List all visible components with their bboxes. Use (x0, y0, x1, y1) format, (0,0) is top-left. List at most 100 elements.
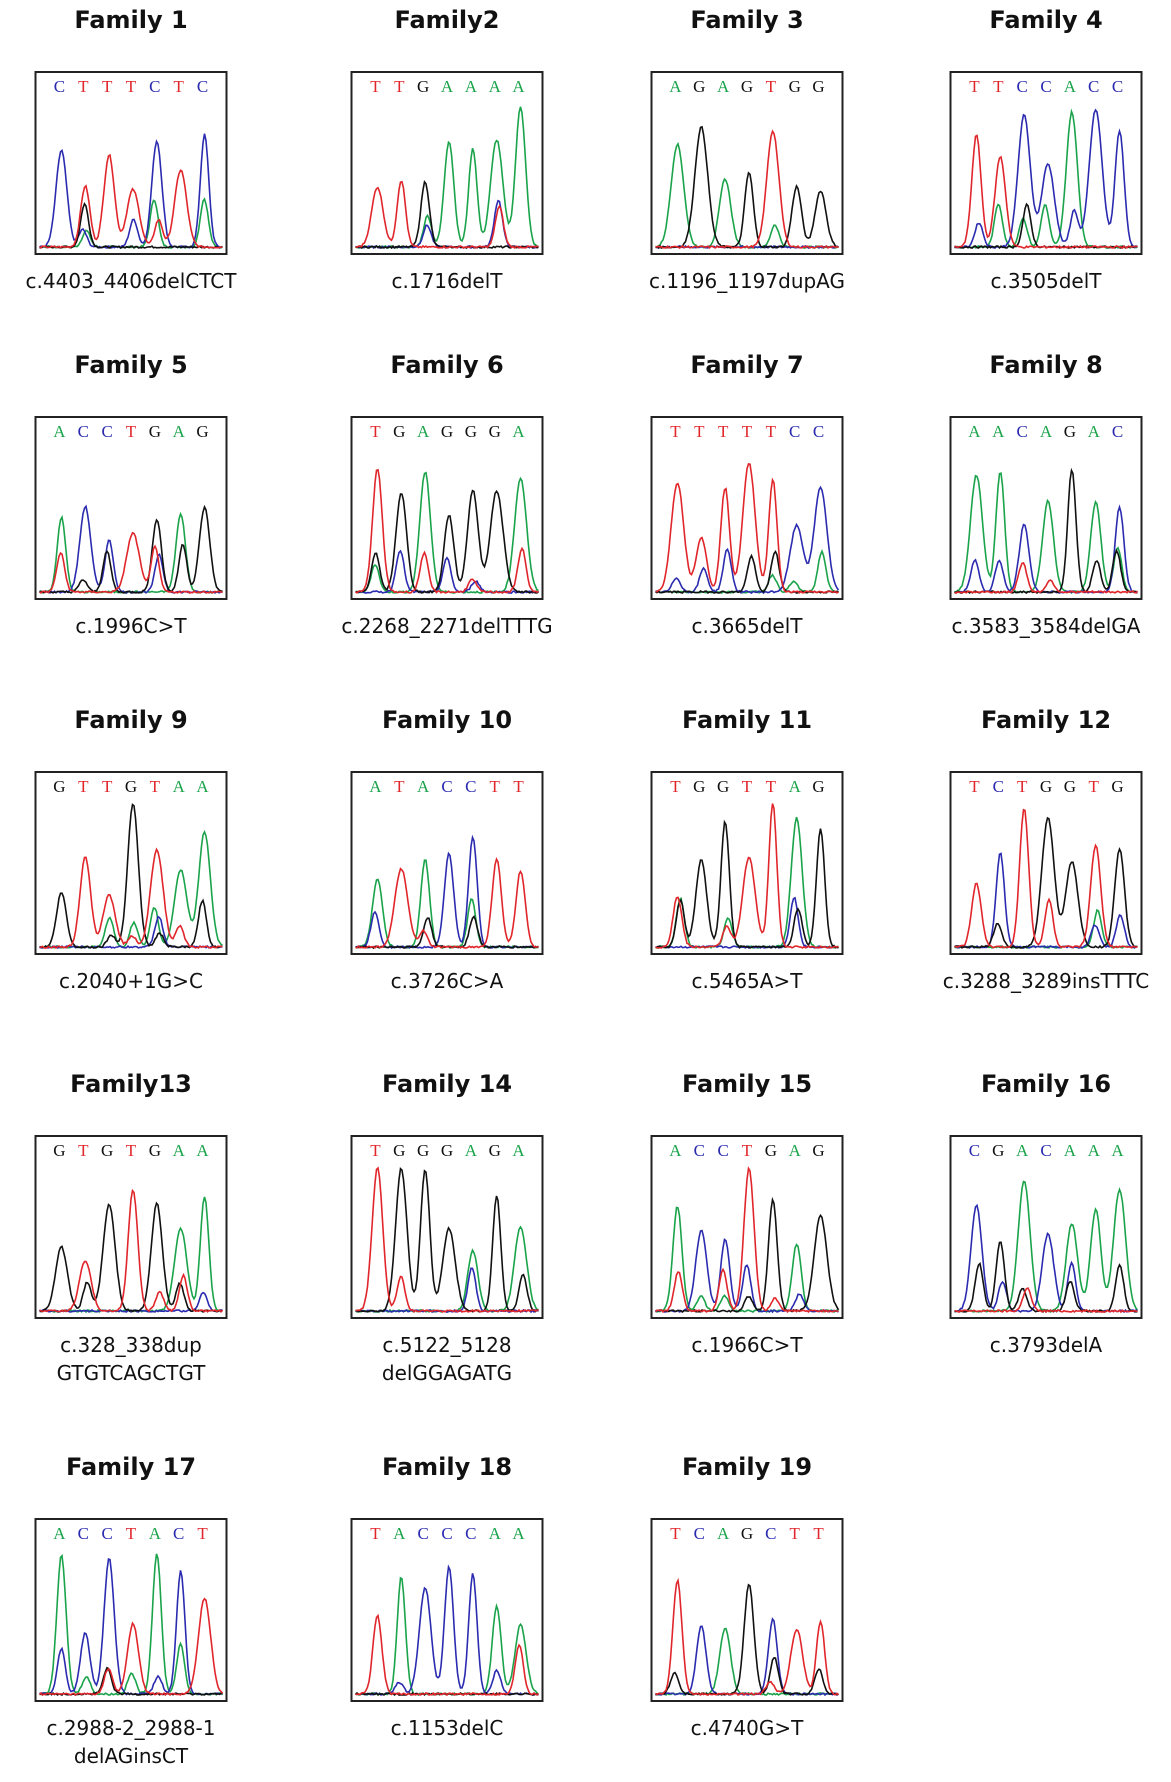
base-letter: A (669, 1141, 682, 1160)
base-letter: G (1040, 777, 1052, 796)
chromatogram-box (951, 1136, 1142, 1318)
base-letter: T (394, 777, 405, 796)
base-letter: A (441, 77, 454, 96)
base-letter: A (717, 1524, 730, 1543)
panel-title: Family 8 (989, 351, 1102, 379)
base-letter: G (741, 1524, 753, 1543)
mutation-label: c.3288_3289insTTTC (943, 969, 1150, 993)
mutation-label: c.2040+1G>C (59, 969, 203, 993)
base-letter: C (993, 777, 1004, 796)
panel-title: Family 14 (382, 1070, 512, 1098)
base-letter: C (1088, 77, 1099, 96)
panel-title: Family13 (70, 1070, 192, 1098)
base-letter: C (765, 1524, 776, 1543)
base-letter: C (78, 1524, 89, 1543)
base-letter: C (1112, 77, 1123, 96)
base-letter: A (968, 422, 981, 441)
base-letter: T (126, 1524, 137, 1543)
base-letter: A (53, 422, 66, 441)
base-letter: T (1089, 777, 1100, 796)
base-letter: G (693, 777, 705, 796)
chromatogram-box (352, 1136, 543, 1318)
mutation-label: c.1996C>T (75, 614, 187, 638)
mutation-label: c.4740G>T (691, 1716, 805, 1740)
base-letter: A (196, 1141, 209, 1160)
base-letter: T (126, 77, 137, 96)
panel-title: Family 3 (690, 6, 803, 34)
base-letter: T (670, 422, 681, 441)
base-letter: C (173, 1524, 184, 1543)
panel: Family 17ACCTACTc.2988-2_2988-1delAGinsC… (36, 1453, 227, 1768)
base-letter: A (1088, 1141, 1101, 1160)
base-letter: C (54, 77, 65, 96)
base-letter: C (694, 1524, 705, 1543)
base-letter: A (1064, 1141, 1077, 1160)
base-letter: A (512, 1524, 525, 1543)
base-letter: A (789, 777, 802, 796)
base-letter: G (441, 422, 453, 441)
chromatogram-box (352, 72, 543, 254)
panel-title: Family 19 (682, 1453, 812, 1481)
base-letter: G (465, 422, 477, 441)
base-letter: C (197, 77, 208, 96)
panel: Family 18TACCCAAc.1153delC (352, 1453, 543, 1740)
panel-title: Family 18 (382, 1453, 512, 1481)
base-letter: T (197, 1524, 208, 1543)
panel-title: Family 15 (682, 1070, 812, 1098)
base-letter: T (670, 777, 681, 796)
base-letter: T (394, 77, 405, 96)
base-letter: A (173, 1141, 186, 1160)
base-letter: C (694, 1141, 705, 1160)
base-letter: A (393, 1524, 406, 1543)
base-letter: T (742, 777, 753, 796)
base-letter: T (174, 77, 185, 96)
base-letter: G (149, 422, 161, 441)
base-letter: C (465, 1524, 476, 1543)
base-letter: C (441, 1524, 452, 1543)
base-letter: A (1088, 422, 1101, 441)
panel-title: Family 17 (66, 1453, 196, 1481)
base-letter: T (370, 422, 381, 441)
base-letter: A (717, 77, 730, 96)
chromatogram-box (951, 772, 1142, 954)
base-letter: A (669, 77, 682, 96)
base-letter: T (78, 77, 89, 96)
base-letter: A (1016, 1141, 1029, 1160)
base-letter: C (417, 1524, 428, 1543)
panel: Family 14TGGGAGAc.5122_5128delGGAGATG (352, 1070, 543, 1385)
panel: Family 3AGAGTGGc.1196_1197dupAG (649, 6, 845, 293)
base-letter: G (812, 1141, 824, 1160)
base-letter: G (717, 777, 729, 796)
figure: Family 1CTTTCTCc.4403_4406delCTCTFamily2… (0, 0, 1171, 1782)
base-letter: C (149, 77, 160, 96)
base-letter: T (670, 1524, 681, 1543)
base-letter: G (393, 1141, 405, 1160)
base-letter: T (490, 777, 501, 796)
base-letter: G (393, 422, 405, 441)
base-letter: A (1040, 422, 1053, 441)
panel-title: Family 16 (981, 1070, 1111, 1098)
mutation-label: GTGTCAGCTGT (57, 1361, 207, 1385)
base-letter: G (53, 777, 65, 796)
base-letter: T (1017, 777, 1028, 796)
base-letter: A (417, 777, 430, 796)
base-letter: C (969, 1141, 980, 1160)
base-letter: G (489, 422, 501, 441)
chromatogram-box (652, 72, 843, 254)
panel-title: Family 1 (74, 6, 187, 34)
base-letter: C (1016, 422, 1027, 441)
base-letter: T (126, 422, 137, 441)
base-letter: T (969, 77, 980, 96)
base-letter: C (1040, 1141, 1051, 1160)
panel-title: Family 5 (74, 351, 187, 379)
base-letter: T (102, 77, 113, 96)
mutation-label: c.3505delT (990, 269, 1102, 293)
base-letter: G (741, 77, 753, 96)
base-letter: T (742, 1141, 753, 1160)
base-letter: A (789, 1141, 802, 1160)
